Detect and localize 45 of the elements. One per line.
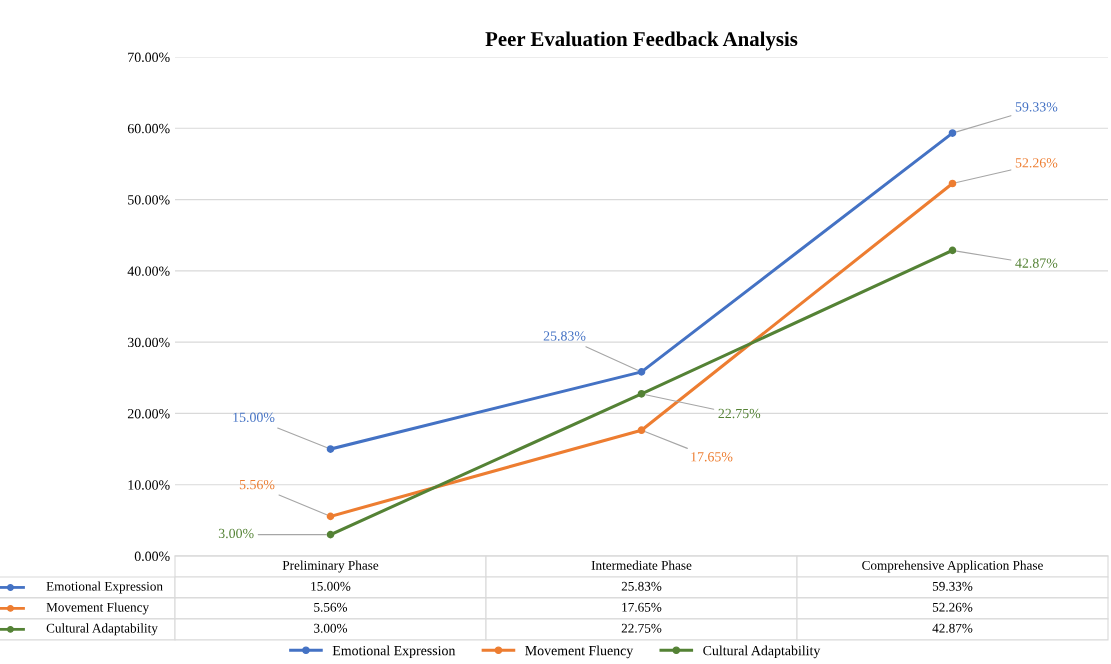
y-tick-label: 60.00% [127, 123, 170, 134]
x-tick-label: Comprehensive Application Phase [862, 560, 1043, 573]
text: 5.56% [239, 479, 275, 490]
x-tick-label: Preliminary Phase [282, 560, 379, 573]
data-label: 59.33% [932, 581, 973, 591]
chart-title: Peer Evaluation Feedback Analysis [485, 31, 798, 51]
text: Emotional Expression [46, 581, 163, 594]
text: Cultural Adaptability [46, 623, 158, 636]
data-label: 3.00% [314, 623, 348, 633]
data-label: 42.87% [932, 623, 973, 633]
x-tick-label: Intermediate Phase [591, 560, 692, 570]
point [637, 368, 646, 376]
text: Movement Fluency [46, 602, 150, 615]
y-tick-label: 50.00% [128, 195, 170, 205]
text: 22.75% [718, 408, 761, 419]
text: 3.00% [218, 528, 254, 539]
y-tick-label: 40.00% [127, 266, 170, 276]
y-tick-label: 0.00% [134, 551, 170, 562]
text: 42.87% [1015, 258, 1058, 268]
text: 17.65% [691, 452, 733, 462]
point [948, 129, 957, 137]
point [326, 530, 335, 539]
y-tick-label: 70.00% [128, 52, 170, 63]
legend-label: Movement Fluency [525, 645, 634, 659]
point [326, 512, 335, 521]
point [637, 390, 646, 398]
point [637, 426, 646, 435]
legend-label: Cultural Adaptability [703, 645, 821, 659]
y-tick-label: 10.00% [128, 480, 170, 490]
data-label: 17.65% [622, 602, 662, 612]
text: 25.83% [543, 331, 586, 341]
point [948, 246, 957, 255]
text: 15.00% [233, 412, 275, 423]
data-label: 15.00% [311, 581, 351, 591]
data-label: 25.83% [621, 581, 662, 591]
y-tick-label: 30.00% [127, 337, 170, 348]
data-label: 5.56% [314, 602, 348, 612]
y-tick-label: 20.00% [127, 409, 170, 419]
text: 52.26% [1015, 158, 1058, 168]
data-label: 52.26% [932, 602, 973, 612]
legend-label: Emotional Expression [332, 645, 456, 659]
data-label: 22.75% [621, 623, 662, 633]
point [326, 445, 335, 453]
text: 59.33% [1015, 102, 1058, 112]
point [948, 179, 957, 188]
